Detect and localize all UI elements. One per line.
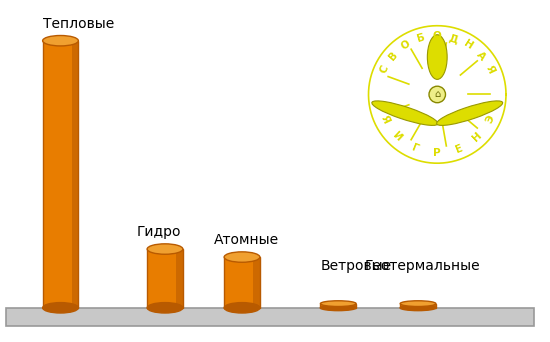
Text: Э: Э (484, 114, 496, 125)
Text: О: О (433, 31, 442, 41)
Text: ⌂: ⌂ (434, 90, 441, 100)
Text: Р: Р (433, 148, 441, 158)
Bar (349, 304, 356, 308)
Bar (176, 249, 183, 308)
Text: Н: Н (462, 39, 475, 52)
Text: Геотермальные: Геотермальные (364, 259, 480, 273)
Text: Я: Я (484, 64, 497, 76)
Text: Д: Д (448, 32, 459, 44)
Text: И: И (390, 130, 404, 144)
Text: Тепловые: Тепловые (43, 17, 114, 31)
Text: С: С (378, 64, 390, 75)
Bar (400, 304, 436, 308)
Ellipse shape (147, 244, 183, 254)
Polygon shape (6, 308, 534, 326)
Ellipse shape (224, 252, 260, 262)
Text: О: О (399, 39, 412, 52)
Ellipse shape (43, 36, 78, 46)
Text: Гидро: Гидро (136, 225, 181, 239)
Text: Я: Я (378, 114, 390, 125)
Text: Н: Н (471, 130, 484, 144)
Ellipse shape (429, 86, 446, 103)
Ellipse shape (320, 305, 356, 311)
Ellipse shape (400, 305, 436, 311)
Text: В: В (387, 50, 400, 62)
Text: Ветровые: Ветровые (320, 259, 392, 273)
Ellipse shape (437, 101, 503, 126)
Bar (224, 257, 260, 308)
Bar (43, 41, 78, 308)
Bar (320, 304, 356, 308)
Ellipse shape (372, 101, 438, 126)
Bar (253, 257, 260, 308)
Bar (147, 249, 183, 308)
Text: Б: Б (416, 32, 426, 44)
Text: Г: Г (411, 143, 421, 155)
Text: Е: Е (454, 143, 464, 155)
Bar (429, 304, 436, 308)
Bar (72, 41, 79, 308)
Ellipse shape (224, 303, 260, 313)
Ellipse shape (320, 301, 356, 306)
Ellipse shape (400, 301, 436, 306)
Ellipse shape (147, 303, 183, 313)
Ellipse shape (427, 35, 447, 79)
Text: Атомные: Атомные (213, 233, 278, 247)
Ellipse shape (43, 303, 78, 313)
Text: А: А (475, 50, 488, 62)
